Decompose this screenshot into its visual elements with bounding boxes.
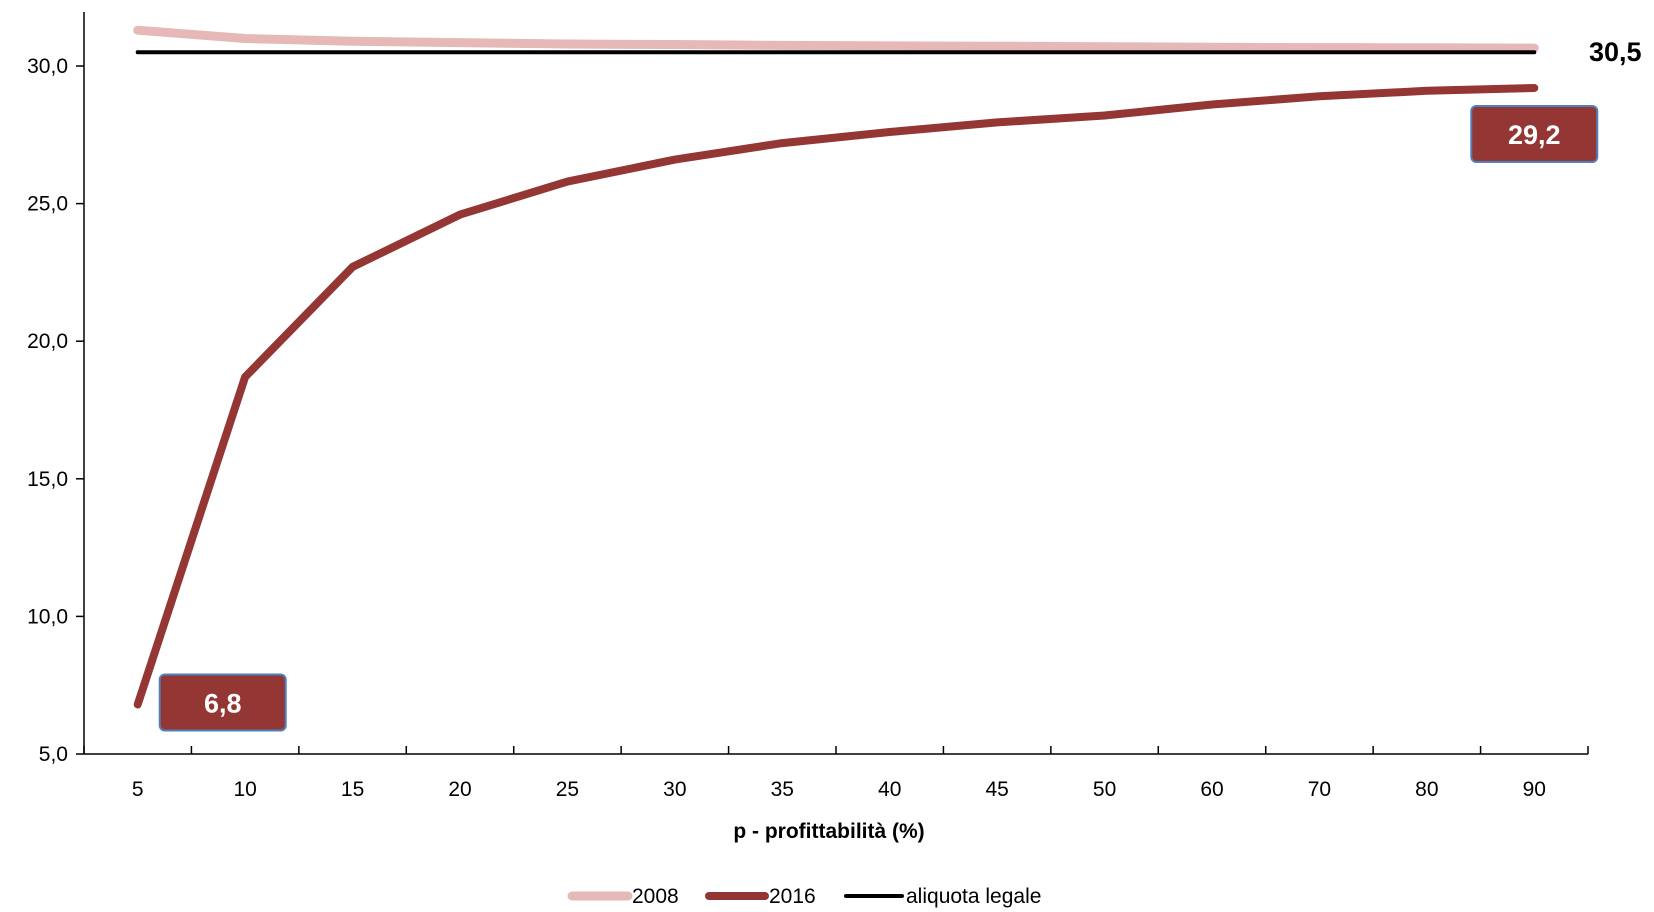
x-tick-label: 70 (1308, 778, 1331, 801)
data-label: 6,8 (204, 688, 242, 718)
chart-legend: 2008 2016 aliquota legale (567, 885, 1041, 908)
x-tick-label: 90 (1523, 778, 1546, 801)
chart-annotations: 6,8 29,2 30,5 (158, 37, 1642, 732)
y-tick-label: 10,0 (27, 605, 68, 628)
y-tick-label: 5,0 (39, 743, 68, 766)
chart-axes: 5,0 10,0 15,0 20,0 25,0 30,0 5 10 15 20 25 30 35 40 45… (27, 12, 1589, 801)
legend-label: 2016 (769, 885, 816, 908)
x-tick-label: 50 (1093, 778, 1116, 801)
y-tick-label: 25,0 (27, 193, 68, 216)
chart-series (133, 25, 1539, 709)
x-tick-label: 25 (556, 778, 579, 801)
x-tick-label: 30 (663, 778, 686, 801)
legend-label: aliquota legale (906, 885, 1041, 908)
x-tick-label: 20 (448, 778, 471, 801)
x-tick-label: 40 (878, 778, 901, 801)
x-tick-label: 80 (1415, 778, 1438, 801)
legend-label: 2008 (632, 885, 679, 908)
x-tick-label: 10 (233, 778, 256, 801)
x-tick-label: 35 (771, 778, 794, 801)
series-line-2008 (133, 25, 1539, 53)
data-callout-box (158, 673, 287, 732)
x-tick-label: 5 (132, 778, 144, 801)
x-tick-label: 15 (341, 778, 364, 801)
y-tick-label: 20,0 (27, 330, 68, 353)
x-axis-title: p - profittabilità (%) (733, 820, 924, 843)
y-tick-label: 15,0 (27, 468, 68, 491)
series-line-2016 (133, 84, 1539, 709)
y-tick-label: 30,0 (27, 55, 68, 78)
x-tick-label: 45 (985, 778, 1008, 801)
x-tick-label: 60 (1200, 778, 1223, 801)
data-label: 29,2 (1508, 120, 1561, 150)
data-callout-box (1470, 105, 1599, 164)
data-label: 30,5 (1589, 37, 1642, 67)
